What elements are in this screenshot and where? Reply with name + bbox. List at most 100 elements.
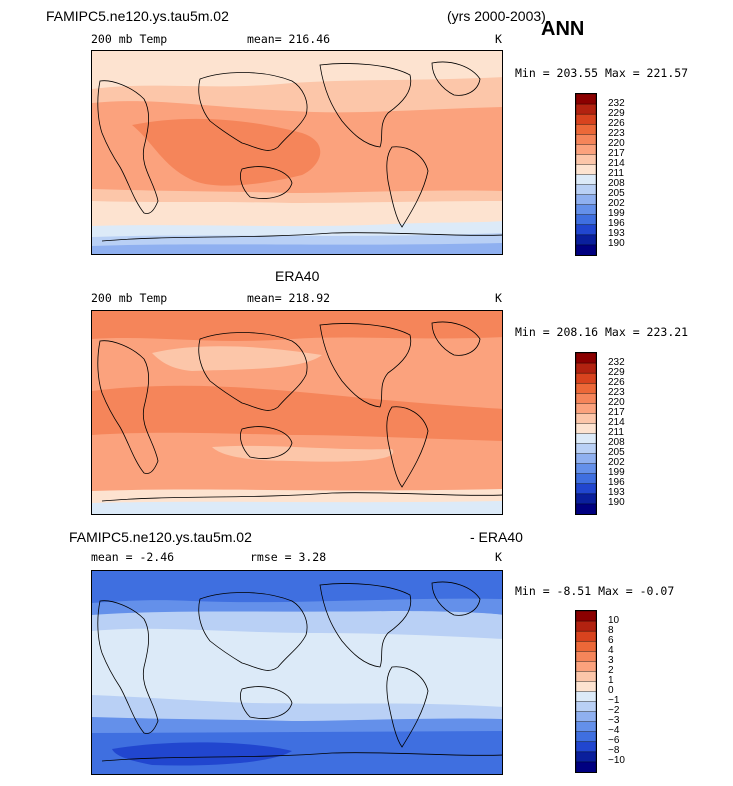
colorbar-swatch (576, 164, 596, 176)
colorbar-swatch (576, 113, 596, 125)
colorbar-tick-label: 10 (608, 614, 620, 626)
band-south-cool (212, 445, 394, 462)
band-tropical (92, 628, 502, 707)
colorbar-swatch (576, 761, 596, 772)
colorbar-swatch (576, 423, 596, 435)
band-antarctic-core (92, 243, 502, 254)
colorbar-swatch (576, 224, 596, 236)
colorbar-swatch (576, 403, 596, 415)
colorbar-1 (575, 93, 597, 256)
colorbar-2 (575, 352, 597, 515)
mean-label-1: mean= 216.46 (247, 32, 331, 46)
colorbar-tick-label: 214 (608, 416, 625, 428)
colorbar-swatch (576, 701, 596, 713)
colorbar-swatch (576, 721, 596, 733)
colorbar-tick-label: −8 (608, 745, 620, 757)
colorbar-swatch (576, 630, 596, 642)
colorbar-tick-label: 226 (608, 117, 625, 129)
colorbar-tick-label: 223 (608, 127, 625, 139)
colorbar-tick-label: 196 (608, 218, 625, 230)
minmax-label-2: Min = 208.16 Max = 223.21 (515, 325, 689, 339)
colorbar-swatch (576, 620, 596, 632)
colorbar-tick-label: −3 (608, 715, 620, 727)
colorbar-tick-label: 211 (608, 168, 624, 179)
colorbar-swatch (576, 453, 596, 465)
colorbar-swatch (576, 443, 596, 455)
band-north-cool (152, 346, 322, 371)
colorbar-swatch (576, 134, 596, 146)
colorbar-swatch (576, 681, 596, 693)
colorbar-swatch (576, 214, 596, 226)
field-label-2: 200 mb Temp (91, 291, 168, 305)
band-tropical-warm (92, 385, 502, 441)
coastlines-3 (97, 581, 502, 762)
map-reference (92, 311, 502, 514)
colorbar-tick-label: 211 (608, 427, 624, 438)
map-difference (92, 571, 502, 774)
colorbar-swatch (576, 204, 596, 216)
colorbar-swatch (576, 353, 596, 364)
colorbar-swatch (576, 244, 596, 255)
colorbar-swatch (576, 661, 596, 673)
colorbar-tick-label: 208 (608, 178, 625, 190)
colorbar-swatch (576, 174, 596, 186)
colorbar-swatch (576, 473, 596, 485)
colorbar-swatch (576, 751, 596, 763)
colorbar-swatch (576, 123, 596, 135)
mean-label-3: mean = -2.46 (91, 550, 175, 564)
colorbar-tick-label: 202 (608, 457, 625, 469)
colorbar-tick-label: 190 (608, 497, 625, 509)
colorbar-swatch (576, 372, 596, 384)
colorbar-tick-label: 205 (608, 447, 625, 459)
colorbar-tick-label: 217 (608, 406, 625, 418)
season-label: ANN (541, 18, 585, 40)
coastlines-2 (97, 321, 502, 502)
map-panel-difference (91, 570, 503, 775)
colorbar-swatch (576, 671, 596, 683)
colorbar-swatch (576, 493, 596, 505)
colorbar-swatch (576, 611, 596, 622)
colorbar-tick-label: 196 (608, 477, 625, 489)
colorbar-tick-label: −6 (608, 735, 620, 747)
colorbar-swatch (576, 393, 596, 405)
colorbar-swatch (576, 741, 596, 753)
colorbar-tick-label: −4 (608, 725, 620, 737)
colorbar-swatch (576, 711, 596, 723)
colorbar-tick-label: 3 (608, 654, 614, 666)
colorbar-swatch (576, 640, 596, 652)
colorbar-tick-label: 229 (608, 366, 625, 378)
field-label-1: 200 mb Temp (91, 32, 168, 46)
colorbar-swatch (576, 651, 596, 663)
colorbar-swatch (576, 483, 596, 495)
units-label-1: K (495, 32, 502, 46)
band-north-warm (92, 311, 502, 341)
colorbar-tick-label: 4 (608, 644, 614, 656)
colorbar-swatch (576, 144, 596, 156)
colorbar-tick-label: 190 (608, 238, 625, 250)
colorbar-swatch (576, 413, 596, 425)
mean-label-2: mean= 218.92 (247, 291, 331, 305)
years-label: (yrs 2000-2003) (447, 8, 546, 24)
colorbar-swatch (576, 731, 596, 743)
colorbar-swatch (576, 94, 596, 105)
diff-title: FAMIPC5.ne120.ys.tau5m.02 (69, 529, 252, 545)
colorbar-tick-label: 229 (608, 107, 625, 119)
colorbar-tick-label: 232 (608, 356, 625, 368)
band-north-cold (92, 571, 502, 603)
colorbar-swatch (576, 184, 596, 196)
colorbar-swatch (576, 503, 596, 514)
colorbar-tick-label: 2 (608, 664, 614, 676)
colorbar-tick-label: 193 (608, 487, 625, 499)
reference-title: ERA40 (275, 268, 320, 284)
band-antarctic (92, 501, 502, 514)
colorbar-tick-label: 1 (608, 674, 614, 686)
colorbar-tick-label: 208 (608, 437, 625, 449)
case-title: FAMIPC5.ne120.ys.tau5m.02 (46, 8, 229, 24)
colorbar-tick-label: 226 (608, 376, 625, 388)
colorbar-tick-label: 6 (608, 634, 614, 646)
map-panel-reference (91, 310, 503, 515)
colorbar-swatch (576, 234, 596, 246)
colorbar-tick-label: 199 (608, 208, 625, 220)
colorbar-tick-label: 220 (608, 137, 625, 149)
colorbar-swatch (576, 154, 596, 166)
